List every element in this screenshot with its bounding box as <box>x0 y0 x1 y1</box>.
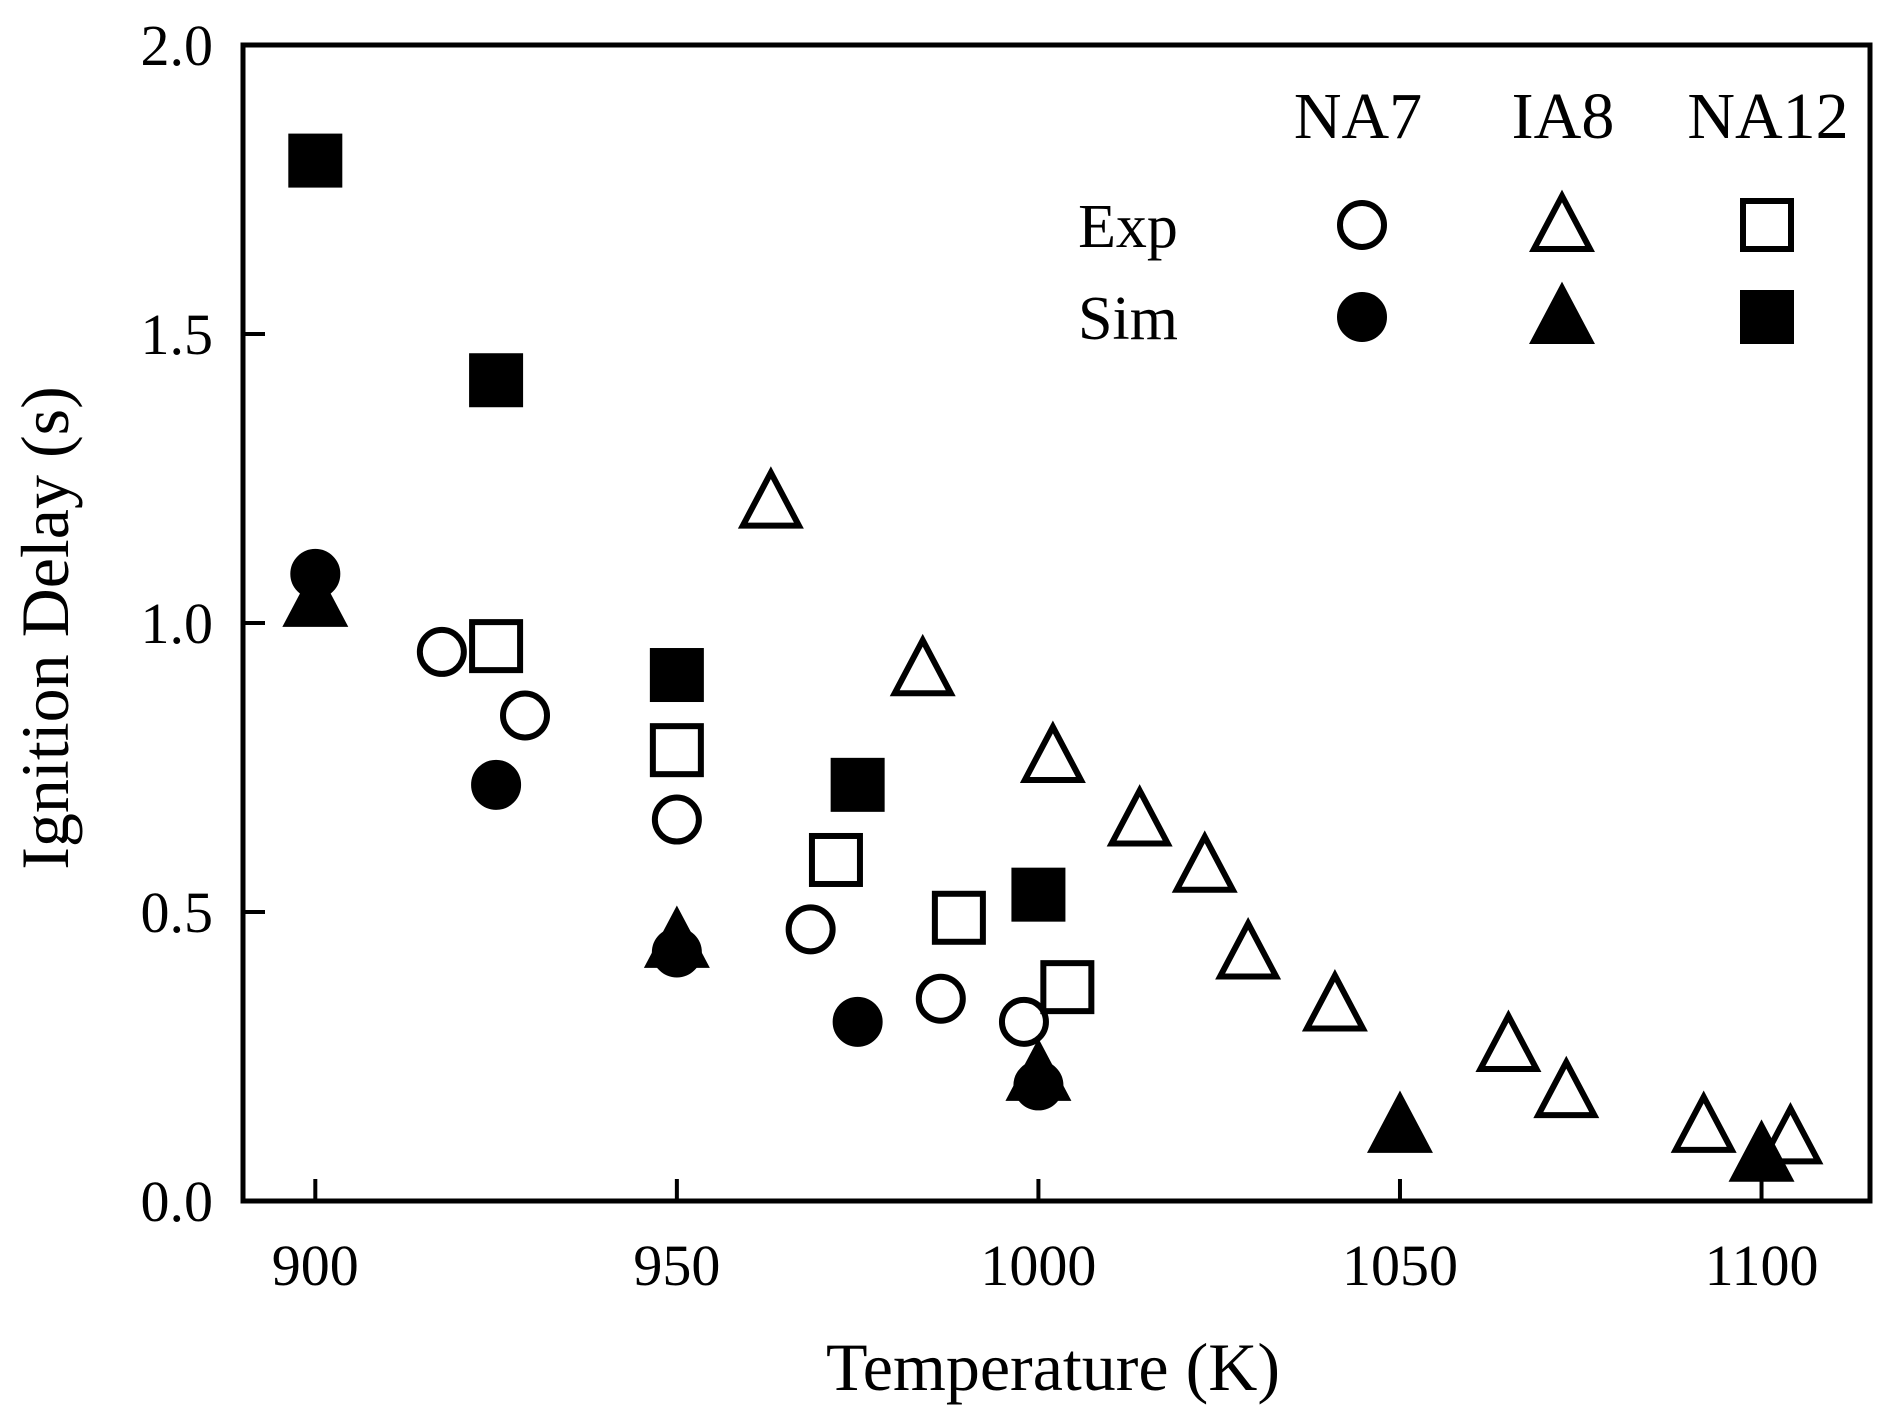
y-axis-ticks: 0.0 0.5 1.0 1.5 2.0 <box>141 13 265 1234</box>
y-tick-label: 0.5 <box>141 880 214 945</box>
x-tick-label: 950 <box>633 1233 720 1298</box>
na7-exp-circle-point <box>785 904 836 955</box>
ia8-exp-triangle-point <box>1301 969 1368 1032</box>
ia8-exp-triangle-point <box>1670 1090 1737 1153</box>
na12-exp-square-point <box>1040 960 1095 1015</box>
legend: NA7 IA8 NA12 Exp Sim <box>1078 80 1849 353</box>
legend-circle-marker <box>1337 200 1387 250</box>
ia8-sim-triangle-point <box>643 905 710 968</box>
na7-sim-circle-point <box>471 759 522 810</box>
ia8-exp-triangle-point <box>889 633 956 697</box>
x-axis-ticks: 900 950 1000 1050 1100 <box>272 1179 1819 1298</box>
x-axis-label: Temperature (K) <box>826 1329 1280 1405</box>
legend-triangle-marker <box>1529 281 1595 344</box>
na12-sim-square-point <box>288 133 343 188</box>
y-tick-label: 0.0 <box>141 1169 214 1234</box>
y-tick-label: 1.5 <box>141 302 214 367</box>
legend-column-label: NA7 <box>1294 80 1422 153</box>
data-points <box>282 133 1824 1182</box>
na12-exp-square-point <box>649 723 704 778</box>
na7-exp-circle-point <box>416 626 467 677</box>
x-tick-label: 900 <box>272 1233 359 1298</box>
ia8-exp-triangle-point <box>1757 1101 1824 1165</box>
x-tick-label: 1050 <box>1342 1233 1458 1298</box>
ia8-sim-triangle-point <box>1005 1038 1072 1101</box>
legend-circle-marker <box>1337 292 1387 342</box>
legend-row-label: Exp <box>1078 193 1178 261</box>
ia8-exp-triangle-point <box>1019 720 1086 783</box>
na7-exp-circle-point <box>500 690 551 741</box>
na12-sim-square-point <box>830 757 885 812</box>
na7-exp-circle-point <box>998 996 1049 1047</box>
legend-column-label: IA8 <box>1512 80 1615 153</box>
legend-square-marker <box>1740 198 1794 252</box>
na7-exp-circle-point <box>915 973 966 1024</box>
ia8-exp-triangle-point <box>1171 830 1238 893</box>
legend-column-label: NA12 <box>1687 80 1848 153</box>
na7-exp-circle-point <box>651 794 702 845</box>
y-tick-label: 2.0 <box>141 13 214 78</box>
na7-sim-circle-point <box>832 996 883 1047</box>
legend-row-label: Sim <box>1078 285 1178 353</box>
x-tick-label: 1000 <box>980 1233 1096 1298</box>
legend-square-marker <box>1740 290 1794 344</box>
ia8-exp-triangle-point <box>1106 784 1173 847</box>
ia8-sim-triangle-point <box>1728 1119 1795 1182</box>
y-axis-label: Ignition Delay (s) <box>7 386 83 869</box>
na12-sim-square-point <box>469 353 524 408</box>
ia8-sim-triangle-point <box>1366 1090 1433 1153</box>
y-tick-label: 1.0 <box>141 591 214 656</box>
na12-exp-square-point <box>469 619 524 674</box>
ia8-exp-triangle-point <box>1215 917 1282 980</box>
ia8-exp-triangle-point <box>1475 1009 1542 1072</box>
ia8-exp-triangle-point <box>737 466 804 529</box>
na12-sim-square-point <box>649 648 704 703</box>
legend-triangle-marker <box>1529 189 1595 252</box>
x-tick-label: 1100 <box>1705 1233 1819 1298</box>
na12-exp-square-point <box>808 832 863 887</box>
na12-sim-square-point <box>1011 867 1066 922</box>
ia8-exp-triangle-point <box>1533 1055 1600 1119</box>
ia8-sim-triangle-point <box>282 564 349 627</box>
plot-frame <box>240 42 1873 1204</box>
na12-exp-square-point <box>931 890 986 945</box>
